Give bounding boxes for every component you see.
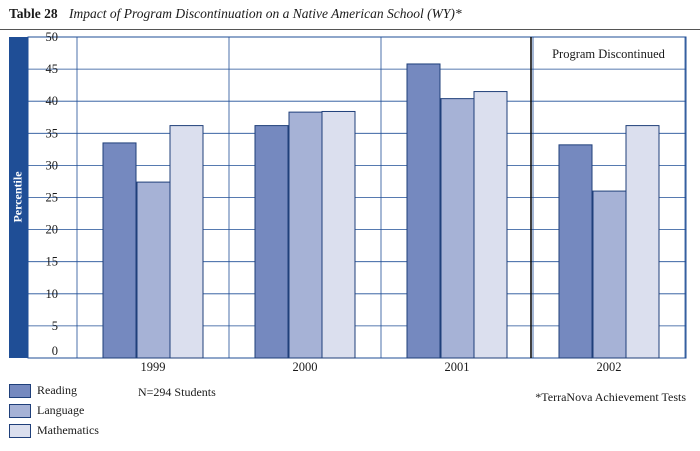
bar-reading-2002 bbox=[558, 144, 593, 359]
bar-reading-2000 bbox=[254, 125, 289, 359]
chart-title: Table 28 Impact of Program Discontinuati… bbox=[9, 6, 462, 22]
y-tick-label: 10 bbox=[46, 287, 59, 301]
legend-swatch-mathematics bbox=[9, 424, 31, 438]
bar-language-2002 bbox=[592, 190, 627, 359]
bar-mathematics-1999 bbox=[169, 125, 204, 359]
annotation-program-discontinued: Program Discontinued bbox=[552, 47, 666, 61]
table-number: Table 28 bbox=[9, 6, 58, 21]
sample-size-note: N=294 Students bbox=[138, 385, 216, 399]
bar-mathematics-2001 bbox=[473, 91, 508, 359]
y-tick-label: 20 bbox=[46, 223, 59, 237]
legend-label-language: Language bbox=[37, 403, 85, 417]
legend-swatch-reading bbox=[9, 384, 31, 398]
title-divider bbox=[0, 29, 700, 30]
x-tick-label: 2002 bbox=[597, 360, 622, 374]
y-tick-label: 15 bbox=[46, 255, 59, 269]
bar-language-2000 bbox=[288, 111, 323, 359]
y-tick-label: 25 bbox=[46, 191, 59, 205]
bar-mathematics-2000 bbox=[321, 110, 356, 359]
y-tick-label: 45 bbox=[46, 62, 59, 76]
y-tick-label: 35 bbox=[46, 126, 59, 140]
bar-language-2001 bbox=[440, 98, 475, 359]
bar-mathematics-2002 bbox=[625, 125, 660, 359]
bar-language-1999 bbox=[136, 181, 171, 359]
y-tick-label: 30 bbox=[46, 158, 59, 172]
y-tick-label: 0 bbox=[52, 344, 58, 358]
x-tick-label: 2001 bbox=[445, 360, 470, 374]
y-axis-band bbox=[9, 37, 28, 358]
legend-swatch-language bbox=[9, 404, 31, 418]
legend-label-reading: Reading bbox=[37, 383, 77, 397]
x-tick-label: 1999 bbox=[141, 360, 166, 374]
y-tick-label: 40 bbox=[46, 94, 59, 108]
bar-reading-2001 bbox=[406, 63, 441, 359]
y-tick-label: 50 bbox=[46, 30, 59, 44]
title-text: Impact of Program Discontinuation on a N… bbox=[69, 6, 462, 21]
footnote: *TerraNova Achievement Tests bbox=[535, 390, 686, 404]
bar-reading-1999 bbox=[102, 142, 137, 359]
x-tick-label: 2000 bbox=[293, 360, 318, 374]
y-tick-label: 5 bbox=[52, 319, 58, 333]
legend-label-mathematics: Mathematics bbox=[37, 423, 99, 437]
